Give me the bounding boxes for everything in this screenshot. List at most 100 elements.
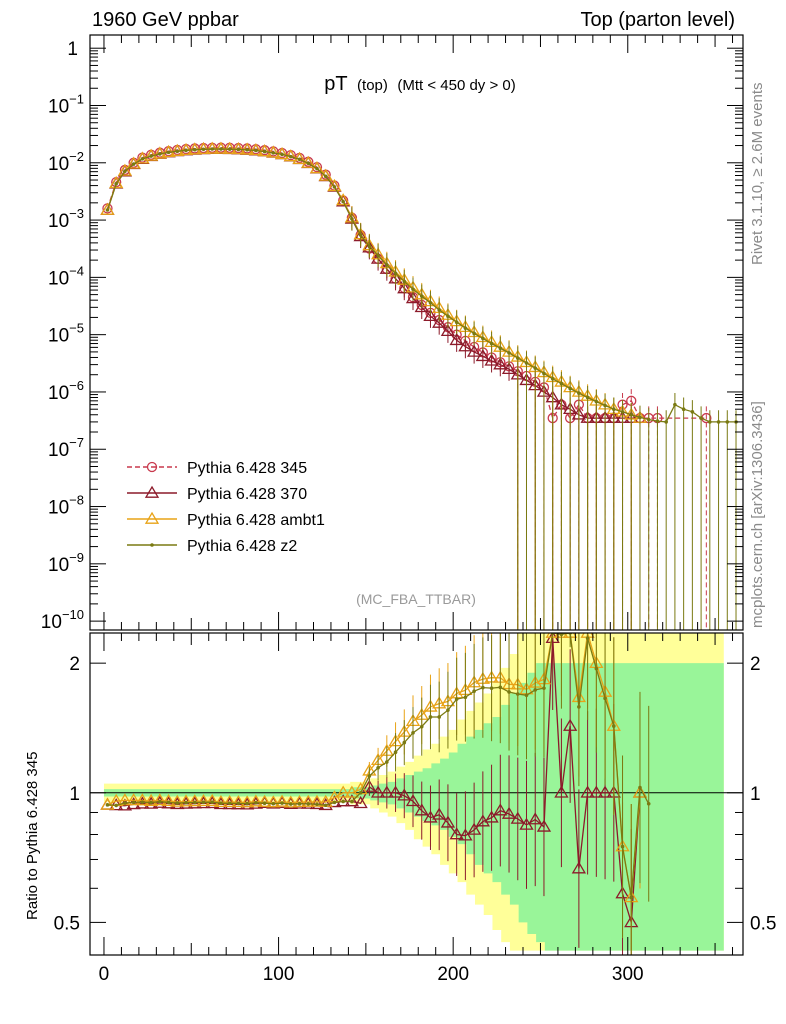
ratio-point [563,718,578,731]
ratio-point [201,800,206,805]
data-point [257,144,272,157]
data-point [393,271,398,276]
ratio-point [367,774,372,778]
ratio-point [280,801,284,805]
ratio-point [449,827,464,840]
ratio-point [437,715,441,719]
data-point [594,399,599,404]
data-point [472,331,476,336]
ratio-point [594,666,599,671]
y-tick-label: 10−10 [41,607,84,633]
ratio-point [245,801,249,806]
ratio-y-tick-label-left: 2 [69,654,80,675]
ratio-point [309,796,325,810]
plot-title: pT (top) (Mtt < 450 dy > 0) [324,73,515,95]
data-point [175,149,180,154]
ratio-y-tick-label-right: 2 [750,654,761,675]
data-point [489,341,494,346]
data-point [213,141,229,154]
ratio-point [554,785,569,798]
data-point [161,144,176,158]
data-point [219,147,223,151]
data-point [646,417,651,422]
data-point [222,141,237,154]
data-point [227,147,232,151]
data-point [501,361,517,375]
x-tick-labels: 0 100 200 300 [99,964,644,985]
data-point [318,168,333,181]
y-tick-label: 10−7 [48,435,84,461]
data-point [248,143,264,156]
ratio-point [646,801,651,806]
ratio-point [577,705,581,709]
y-tick-label: 10−1 [48,91,84,117]
data-point [288,154,293,159]
data-point [210,147,215,151]
ratio-point [161,793,176,806]
data-point [306,161,311,166]
data-point [542,371,546,376]
data-point [350,217,354,221]
ratio-point [135,793,150,806]
ratio-point [638,785,642,790]
data-point [655,419,660,423]
data-point [178,142,194,156]
main-axis-ticks: 1 10−1 10−2 10−3 10−4 10−5 10−6 10−7 10−8 10−9 10−… [41,35,743,633]
data-point [358,233,363,237]
data-point [414,300,429,313]
data-point [187,142,202,155]
data-point [184,148,188,153]
legend: Pythia 6.428 345 Pythia 6.428 370 Pythia 6… [127,460,325,555]
data-point [466,344,482,357]
ratio-point [489,686,494,690]
ratio-point [126,793,141,806]
legend-marker [144,511,160,524]
ratio-point [629,895,634,900]
legend-label: Pythia 6.428 z2 [187,538,297,555]
ratio-point [248,794,264,807]
ratio-point [105,803,110,807]
ratio-point [166,800,171,805]
data-point [440,323,456,337]
ratio-point [192,800,197,805]
data-point [262,149,267,154]
ratio-y-tick-label-left: 0.5 [54,913,80,934]
ratio-series-1 [100,633,648,955]
ratio-point [484,810,499,823]
legend-label: Pythia 6.428 345 [187,460,307,477]
data-point [419,294,424,298]
data-point [515,356,520,360]
data-point [664,420,668,424]
ratio-point [358,790,363,795]
data-point [493,357,508,370]
ratio-point [344,794,360,807]
data-point [481,336,485,341]
data-point [446,314,450,319]
ratio-point [219,801,223,806]
ratio-point [533,688,538,692]
ratio-series-3 [105,633,651,955]
data-point [271,151,276,155]
ratio-point [315,802,319,807]
ratio-point [428,715,433,719]
header-right: Top (parton level) [580,9,735,31]
data-point [109,175,124,189]
ratio-point [611,724,616,728]
legend-label: Pythia 6.428 370 [187,486,307,503]
data-point [708,420,712,424]
ratio-point [589,785,604,798]
ratio-point [271,801,276,806]
ratio-point [240,795,255,808]
ratio-point [213,794,229,808]
y-tick-label: 10−9 [48,550,84,576]
x-tick-label: 0 [99,964,110,985]
data-point [463,326,468,330]
ratio-point [336,785,351,798]
data-point [437,308,441,312]
y-tick-label: 10−5 [48,321,84,347]
data-point [568,386,572,391]
ratio-point [170,794,185,807]
ratio-point [266,795,281,808]
ratio-point [454,697,459,701]
ratio-point [507,690,511,694]
